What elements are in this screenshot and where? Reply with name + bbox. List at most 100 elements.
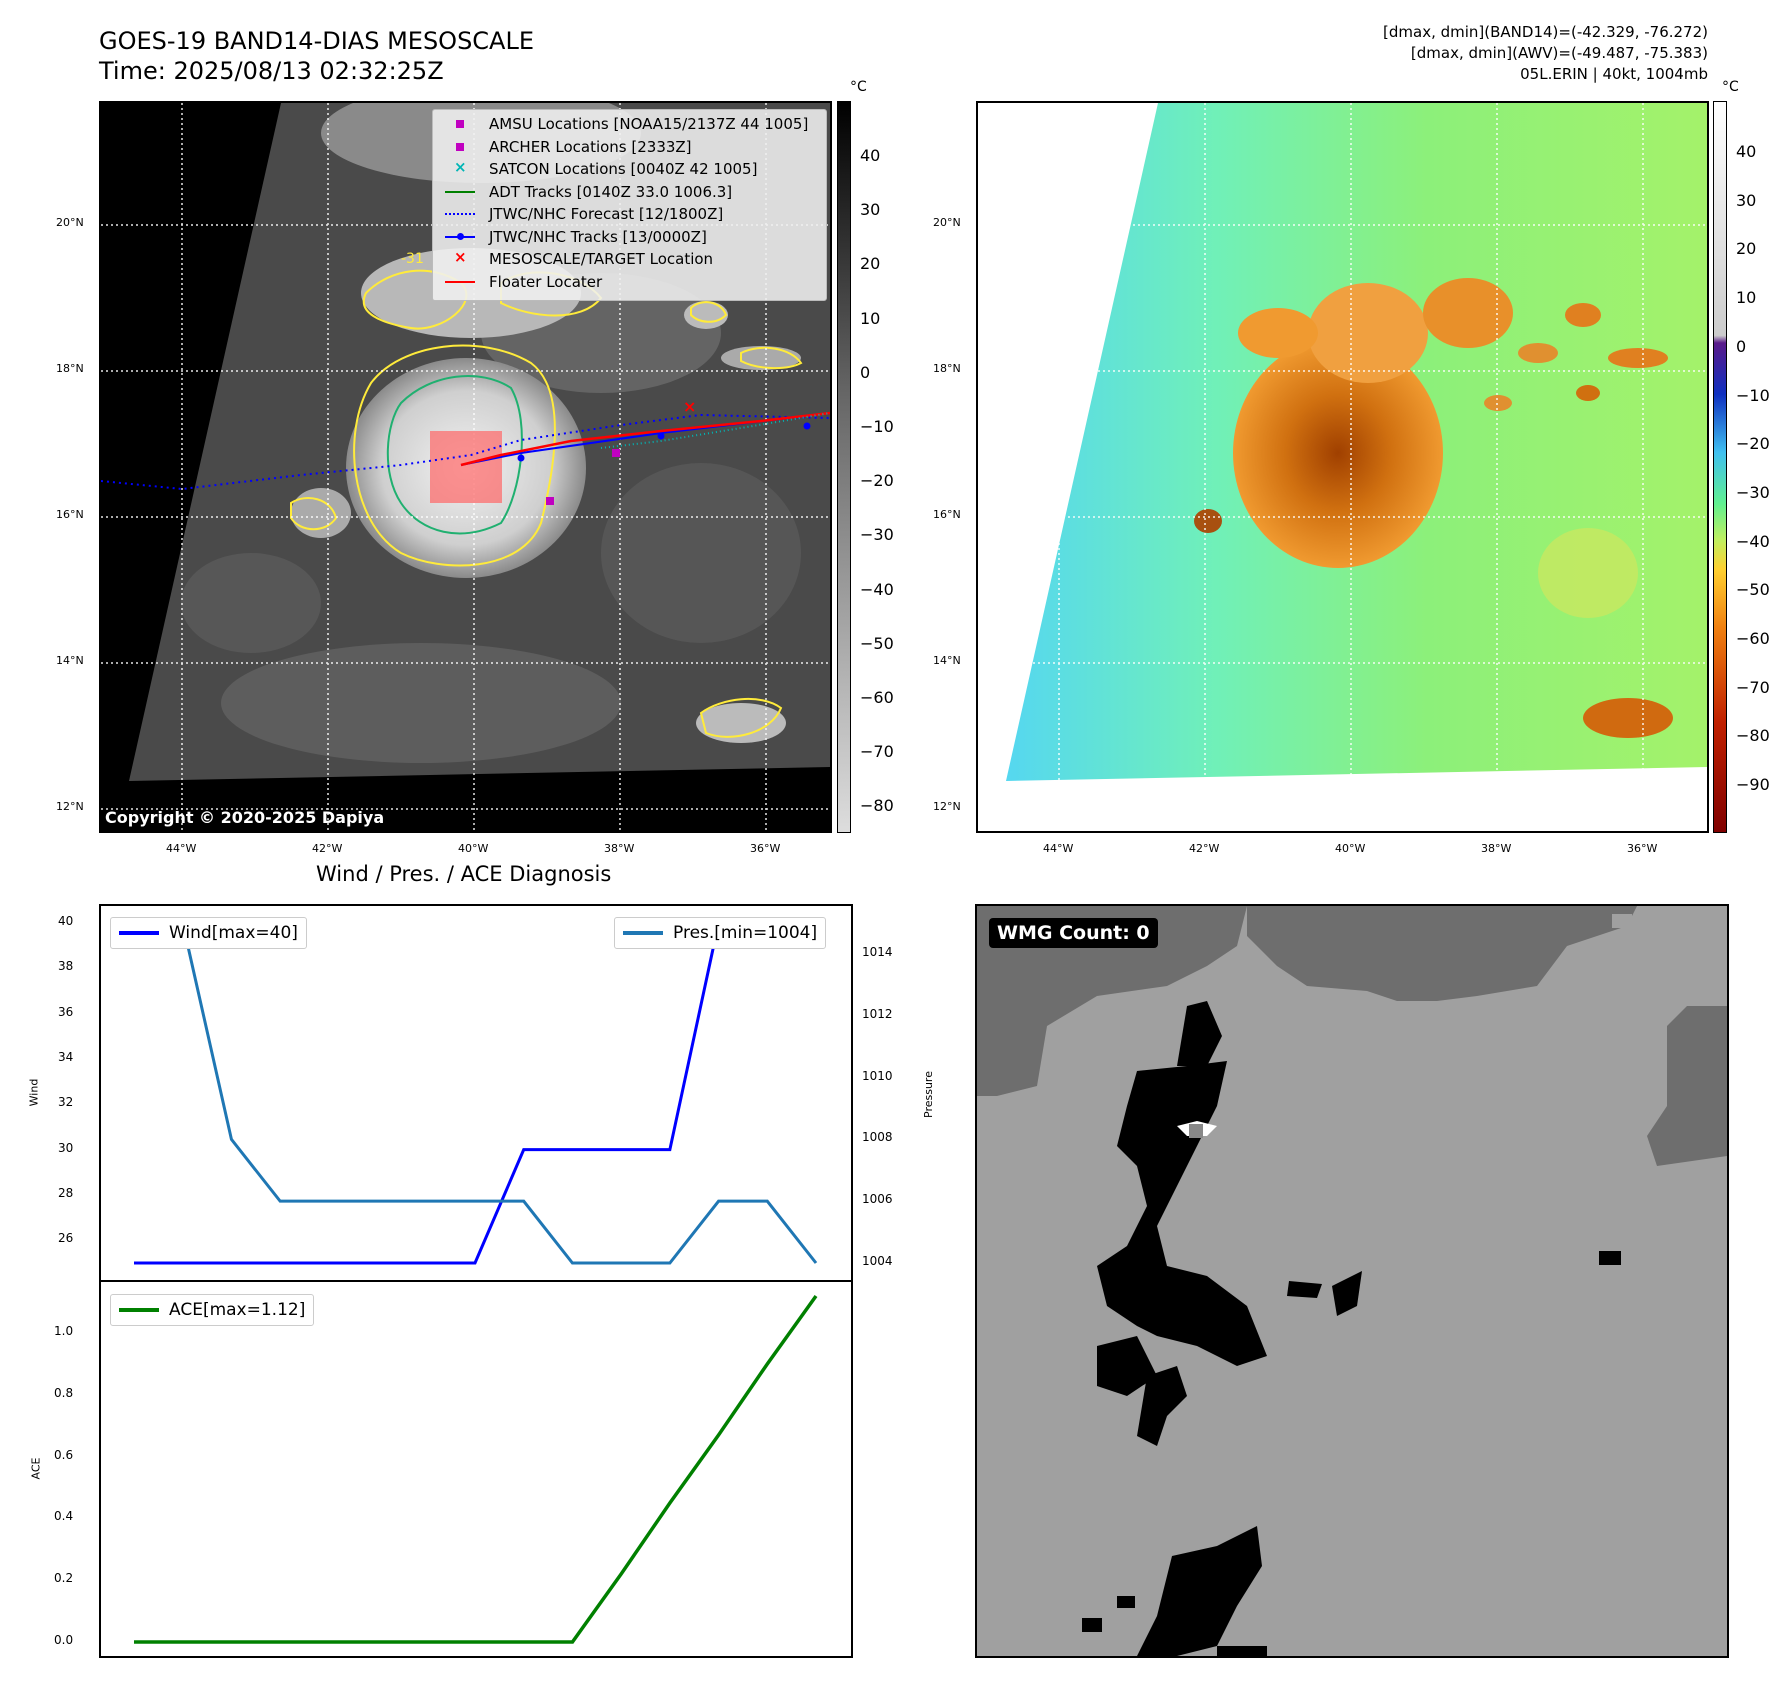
wind-tick: 30 — [58, 1140, 74, 1155]
legend-row: JTWC/NHC Tracks [13/0000Z] — [445, 227, 707, 247]
wind-tick: 38 — [58, 959, 74, 974]
wind-pressure-svg — [134, 921, 818, 1265]
lon-label: 38°W — [604, 842, 635, 855]
ir-satellite-panel: -31 × AMSU Locations [NOAA15/2137Z 44 — [99, 101, 832, 833]
colorbar-tick: 40 — [1736, 142, 1757, 161]
legend-row: ARCHER Locations [2333Z] — [445, 137, 692, 157]
ace-series-line — [134, 1294, 818, 1644]
ace-tick: 0.2 — [54, 1571, 74, 1586]
colorbar-tick: 40 — [860, 146, 881, 165]
pres-legend-label: Pres.[min=1004] — [673, 923, 818, 943]
lon-label: 42°W — [312, 842, 343, 855]
legend-marker — [445, 139, 475, 155]
pres-legend: Pres.[min=1004] — [614, 917, 827, 949]
lon-label: 40°W — [1335, 842, 1366, 855]
legend-row: × MESOSCALE/TARGET Location — [445, 248, 713, 269]
legend-row: Floater Locater — [445, 272, 602, 292]
legend-label: SATCON Locations [0040Z 42 1005] — [489, 160, 758, 178]
info-band14: [dmax, dmin](BAND14)=(-42.329, -76.272) — [1383, 23, 1708, 41]
wmg-image — [977, 906, 1727, 1656]
lat-label: 12°N — [56, 800, 84, 813]
wmg-panel — [975, 904, 1729, 1658]
wmg-count-badge: WMG Count: 0 — [989, 918, 1158, 948]
colorbar-tick: 10 — [1736, 288, 1757, 308]
colorbar-tick: −10 — [1736, 385, 1770, 405]
lat-label: 12°N — [933, 800, 961, 813]
colorbar-tick: 20 — [860, 254, 881, 274]
pressure-tick: 1006 — [862, 1192, 893, 1207]
ace-tick: 0.8 — [54, 1385, 74, 1400]
pressure-series-line — [134, 921, 818, 1265]
lon-label: 42°W — [1189, 842, 1220, 855]
colorbar-tick: −50 — [1736, 580, 1770, 600]
colorbar-tick: 20 — [1736, 239, 1757, 259]
lat-label: 20°N — [56, 216, 84, 229]
wind-series-line — [134, 921, 816, 1265]
colorbar-tick: −60 — [1736, 629, 1770, 648]
legend-marker — [445, 184, 475, 200]
amsu-marker — [546, 497, 554, 505]
target-marker: × — [683, 397, 696, 416]
pressure-tick: 1014 — [862, 944, 893, 959]
diagnosis-title: Wind / Pres. / ACE Diagnosis — [316, 862, 612, 886]
legend-label: JTWC/NHC Forecast [12/1800Z] — [489, 205, 724, 223]
ace-tick: 0.0 — [54, 1633, 74, 1647]
wind-tick: 26 — [58, 1231, 74, 1246]
lat-label: 20°N — [933, 216, 961, 229]
pressure-axis-label: Pressure — [921, 1071, 935, 1118]
wind-tick: 28 — [58, 1186, 74, 1200]
floater-track — [460, 411, 830, 467]
legend-marker — [445, 229, 475, 245]
legend-label: Floater Locater — [489, 272, 603, 291]
wind-axis-label: Wind — [27, 1078, 41, 1107]
pressure-tick: 1008 — [862, 1130, 893, 1145]
lat-label: 14°N — [933, 654, 961, 667]
contour-label: -31 — [401, 251, 424, 267]
pres-legend-swatch — [623, 931, 663, 935]
ace-tick: 0.4 — [54, 1509, 74, 1524]
colorbar-tick: −80 — [1736, 726, 1770, 746]
pressure-tick: 1012 — [862, 1006, 893, 1021]
wind-tick: 34 — [58, 1050, 74, 1064]
lon-label: 44°W — [1043, 842, 1074, 855]
archer-marker — [612, 449, 620, 457]
colorbar-tick: −80 — [860, 796, 894, 816]
ace-svg — [134, 1294, 818, 1644]
colorbar-tick: −90 — [1736, 775, 1770, 795]
legend-label: AMSU Locations [NOAA15/2137Z 44 1005] — [489, 115, 809, 133]
colorbar-tick: −10 — [860, 417, 894, 436]
lon-label: 44°W — [166, 842, 197, 855]
target-box — [430, 431, 502, 503]
ace-tick: 1.0 — [54, 1324, 74, 1339]
lat-label: 14°N — [56, 654, 84, 667]
colorbar-tick: 30 — [860, 200, 881, 220]
wind-tick: 36 — [58, 1004, 74, 1019]
copyright: Copyright © 2020-2025 Dapiya — [105, 808, 385, 827]
lat-label: 18°N — [56, 362, 84, 375]
ace-tick: 0.6 — [54, 1447, 74, 1462]
lat-label: 18°N — [933, 362, 961, 375]
legend-marker — [445, 274, 475, 290]
wind-legend-swatch — [119, 931, 159, 935]
colorbar-tick: −70 — [1736, 677, 1770, 697]
ace-legend: ACE[max=1.12] — [110, 1294, 315, 1326]
colorbar-tick: −40 — [1736, 531, 1770, 551]
legend-row: JTWC/NHC Forecast [12/1800Z] — [445, 204, 723, 224]
colorbar-tick: −40 — [860, 579, 894, 599]
wind-legend: Wind[max=40] — [110, 917, 307, 949]
lat-label: 16°N — [56, 508, 84, 521]
colorbar-tick: 0 — [860, 362, 871, 382]
legend-marker: × — [454, 158, 467, 176]
wv-colorbar — [1713, 101, 1727, 833]
satcon-track — [600, 412, 830, 449]
colorbar-tick: −30 — [1736, 482, 1770, 502]
pressure-tick: 1010 — [862, 1068, 893, 1083]
info-storm: 05L.ERIN | 40kt, 1004mb — [1520, 65, 1708, 83]
legend-label: JTWC/NHC Tracks [13/0000Z] — [489, 227, 707, 246]
wind-tick: 32 — [58, 1095, 74, 1110]
ace-axis-label: ACE — [29, 1457, 43, 1480]
wind-legend-label: Wind[max=40] — [169, 923, 298, 943]
legend-row: × SATCON Locations [0040Z 42 1005] — [445, 158, 758, 179]
wind-tick: 40 — [58, 914, 74, 928]
forecast-track — [101, 413, 830, 491]
